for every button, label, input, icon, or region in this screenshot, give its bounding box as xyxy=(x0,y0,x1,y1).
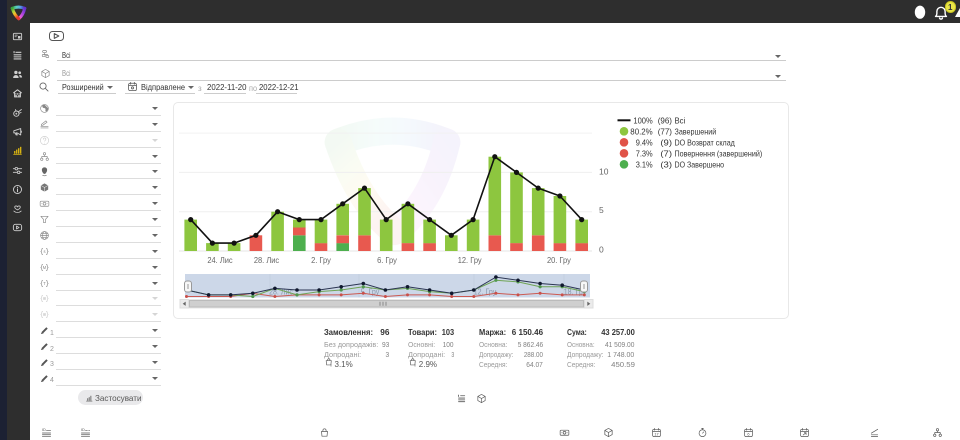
svg-text:28. Лис: 28. Лис xyxy=(254,255,280,265)
svg-text:(7): (7) xyxy=(660,148,672,158)
svg-text:24. Лис: 24. Лис xyxy=(207,255,233,265)
svg-text:5. Гру: 5. Гру xyxy=(361,288,380,297)
svg-text:Всі: Всі xyxy=(675,115,686,125)
svg-text:9.4%: 9.4% xyxy=(636,137,653,147)
svg-text:s: s xyxy=(43,249,45,254)
svg-text:Повернення (завершений): Повернення (завершений) xyxy=(675,148,763,158)
svg-text:10: 10 xyxy=(599,167,609,177)
svg-text:20. Гру: 20. Гру xyxy=(547,255,572,265)
svg-text:3.1%: 3.1% xyxy=(636,159,653,169)
svg-text:x: x xyxy=(414,364,416,368)
svg-text:(77): (77) xyxy=(658,126,672,136)
svg-text:2. Гру: 2. Гру xyxy=(311,255,331,265)
svg-text:(9): (9) xyxy=(660,137,672,147)
svg-text:28. Лис: 28. Лис xyxy=(269,288,293,297)
svg-text:Завершений: Завершений xyxy=(675,126,717,136)
svg-text:18. Гру: 18. Гру xyxy=(564,288,587,297)
svg-text:DO Завершено: DO Завершено xyxy=(675,159,725,169)
svg-text:12. Гру: 12. Гру xyxy=(474,288,497,297)
svg-text:7.3%: 7.3% xyxy=(636,148,653,158)
svg-text:0: 0 xyxy=(599,244,604,254)
svg-text:DO Возврат склад: DO Возврат склад xyxy=(675,137,735,147)
svg-text:5: 5 xyxy=(599,205,604,215)
svg-text:6. Гру: 6. Гру xyxy=(377,255,397,265)
svg-text:ID: ID xyxy=(41,427,45,432)
svg-text:(96): (96) xyxy=(658,115,672,125)
svg-text:M: M xyxy=(42,265,46,270)
svg-text:80.2%: 80.2% xyxy=(630,126,653,136)
svg-text:T: T xyxy=(43,281,46,286)
svg-text:ID: ID xyxy=(80,427,84,432)
svg-text:17: 17 xyxy=(654,431,658,436)
svg-text:12. Гру: 12. Гру xyxy=(458,255,483,265)
svg-text:(3): (3) xyxy=(660,159,672,169)
svg-text:x: x xyxy=(330,364,332,368)
svg-text:6: 6 xyxy=(747,431,749,436)
svg-text:100%: 100% xyxy=(633,115,653,125)
